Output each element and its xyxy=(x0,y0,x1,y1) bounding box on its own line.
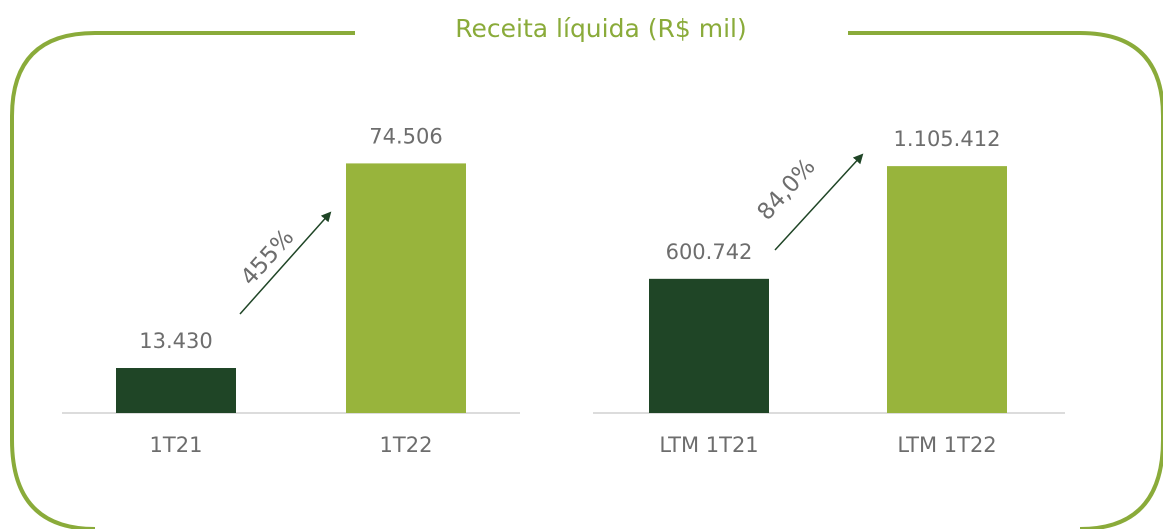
x-tick-label: 1T22 xyxy=(380,433,433,457)
bar xyxy=(346,163,466,413)
frame xyxy=(10,31,355,529)
value-label: 1.105.412 xyxy=(894,127,1001,151)
value-label: 74.506 xyxy=(369,124,442,148)
x-tick-label: 1T21 xyxy=(150,433,203,457)
frame xyxy=(848,31,1163,529)
x-tick-label: LTM 1T21 xyxy=(659,433,758,457)
growth-arrow xyxy=(774,153,864,251)
title: Receita líquida (R$ mil) xyxy=(455,14,746,43)
x-tick-label: LTM 1T22 xyxy=(897,433,996,457)
bar xyxy=(887,166,1007,413)
value-label: 13.430 xyxy=(139,329,212,353)
bar xyxy=(649,278,769,413)
growth-annotation: 84,0% xyxy=(753,154,821,226)
growth-arrow xyxy=(239,211,332,315)
value-label: 600.742 xyxy=(666,240,753,264)
bar xyxy=(116,368,236,413)
